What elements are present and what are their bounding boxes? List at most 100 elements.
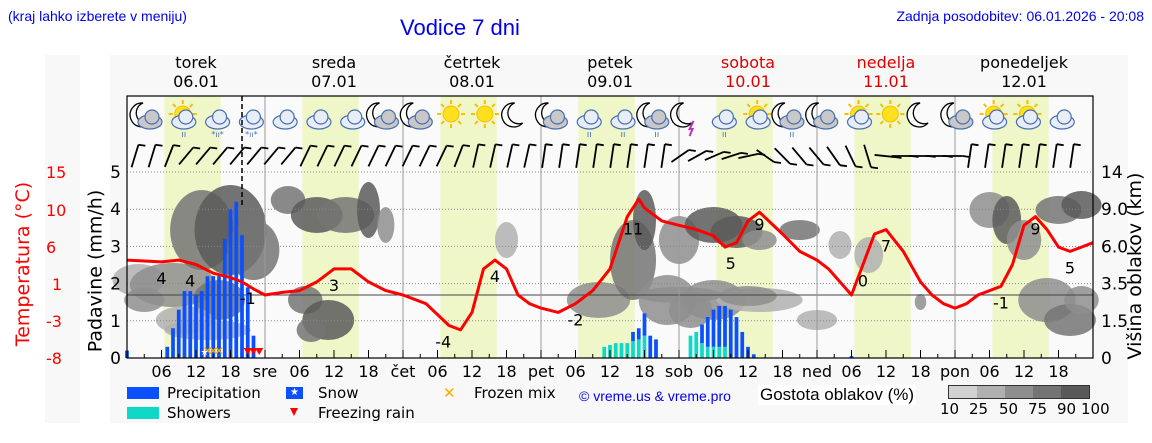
density-tick: 75	[1028, 400, 1048, 418]
density-tick: 90	[1057, 400, 1077, 418]
wind-barb-icon	[350, 145, 363, 167]
showers-bar	[694, 331, 699, 358]
hour-label: 06	[151, 362, 171, 381]
hour-label: 12	[876, 362, 896, 381]
cloud-density-area	[357, 182, 380, 238]
precipitation-bar	[182, 291, 187, 358]
cloud-density-area	[719, 286, 777, 306]
wind-barb-icon	[263, 146, 280, 166]
wind-barb-flag	[1039, 143, 1047, 147]
credit-link[interactable]: © vreme.us & vreme.pro	[579, 388, 731, 404]
wind-barb-flag	[962, 155, 970, 158]
cloud-density-swatch	[949, 386, 977, 398]
hour-label: 12	[600, 362, 620, 381]
temperature-annotation: -1	[993, 293, 1009, 312]
precipitation-bar	[654, 339, 658, 358]
wind-barb-flag	[173, 144, 181, 148]
moon-cloud-rain-icon: ıı	[636, 102, 670, 140]
cloud-height-tick: 1.5	[1101, 312, 1128, 332]
wind-barb-icon	[147, 144, 157, 168]
temp-axis-panel	[45, 55, 80, 423]
wind-barb-flag	[1005, 143, 1013, 147]
precipitation-bar	[240, 235, 244, 358]
freezing-rain-marker	[255, 348, 264, 355]
temperature-annotation: 9	[754, 215, 764, 234]
wind-barb-icon	[384, 145, 397, 167]
wind-barb-icon	[1018, 144, 1024, 168]
wind-barb-flag	[1073, 143, 1081, 147]
precipitation-bar	[251, 335, 256, 358]
day-header: nedelja 11.01	[817, 53, 955, 91]
cloud-density-swatch	[1033, 386, 1061, 398]
precip-tick: 1	[110, 312, 121, 332]
region-hint-link[interactable]: (kraj lahko izberete v meniju)	[8, 8, 187, 24]
wind-barb-icon	[367, 145, 380, 167]
moon-thunder-icon	[670, 102, 695, 137]
legend-frozen-mix-label: Frozen mix	[474, 384, 556, 402]
svg-text:ıı: ıı	[587, 130, 592, 140]
daylight-band	[854, 96, 911, 358]
wind-barb-flag	[723, 151, 731, 154]
temperature-annotation: 3	[329, 276, 339, 295]
legend-snow-label: Snow	[318, 384, 359, 402]
wind-barb-flag	[295, 146, 303, 150]
cloud-rain-icon: ıı	[610, 109, 636, 140]
wind-barb-icon	[453, 144, 464, 168]
wind-barb-flag	[839, 164, 848, 168]
svg-text:*ıı*: *ıı*	[245, 130, 257, 139]
wind-barb-icon	[575, 144, 581, 168]
wind-barb-flag	[613, 143, 621, 147]
showers-bar	[619, 343, 624, 358]
wind-barb-flag	[378, 144, 386, 148]
precipitation-bar	[211, 276, 216, 358]
wind-barb-icon	[1035, 144, 1041, 168]
wind-barb-flag	[773, 161, 782, 164]
svg-text:ıı: ıı	[654, 130, 659, 140]
day-name: sreda	[311, 53, 357, 72]
wind-barb-icon	[721, 152, 742, 160]
showers-bar	[700, 343, 704, 358]
wind-barb-flag	[278, 146, 286, 150]
day-date: 07.01	[311, 72, 357, 91]
sun-cloud-icon	[844, 100, 873, 130]
temperature-annotation: 4	[156, 269, 166, 288]
svg-text:ıı: ıı	[722, 130, 727, 140]
wind-barb-flag	[261, 146, 269, 150]
day-name: četrtek	[443, 53, 501, 72]
wind-barb-flag	[361, 144, 369, 148]
temperature-annotation: 9	[1030, 220, 1040, 239]
wind-barb-icon	[558, 144, 564, 168]
temperature-line	[126, 197, 1094, 332]
wind-barb-icon	[874, 154, 895, 158]
sun-cloud-icon	[979, 100, 1008, 130]
wind-barb-icon	[541, 144, 547, 168]
hour-label: 18	[358, 362, 378, 381]
cloud-rain-icon: ıı	[576, 109, 602, 140]
wind-barb-icon	[670, 149, 690, 163]
wind-barb-flag	[688, 149, 696, 152]
hour-label: 06	[841, 362, 861, 381]
wind-barb-icon	[863, 144, 872, 168]
wind-barb-flag	[870, 166, 879, 170]
wind-barb-icon	[643, 144, 649, 168]
wind-barb-icon	[756, 149, 775, 163]
precipitation-bar	[631, 331, 635, 342]
day-date: 06.01	[173, 72, 219, 91]
precipitation-bar	[171, 328, 175, 358]
wind-barb-icon	[660, 144, 666, 168]
day-name: nedelja	[856, 53, 916, 72]
precipitation-bar	[228, 209, 233, 358]
precipitation-bar	[700, 324, 704, 344]
cloud-rain-icon: ıı	[711, 109, 737, 140]
wind-barb-flag	[210, 146, 218, 150]
wind-barb-icon	[401, 145, 414, 167]
temperature-annotation: 5	[1065, 258, 1075, 277]
wind-barb-icon	[609, 144, 615, 168]
day-date: 12.01	[1001, 72, 1047, 91]
day-name: sobota	[720, 53, 776, 72]
day-short-label: pon	[940, 362, 970, 381]
wind-barb-flag	[806, 163, 814, 167]
wind-barb-flag	[446, 144, 454, 148]
wind-barb-flag	[579, 143, 587, 147]
legend-precipitation-swatch	[127, 387, 159, 399]
